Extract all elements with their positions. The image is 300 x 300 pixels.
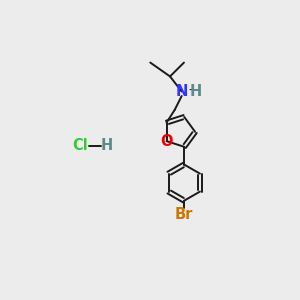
Text: Br: Br xyxy=(175,206,194,221)
Text: N: N xyxy=(176,84,188,99)
Text: H: H xyxy=(190,84,202,99)
Text: –: – xyxy=(188,84,195,98)
Text: H: H xyxy=(100,138,113,153)
Text: O: O xyxy=(160,134,172,148)
Text: Cl: Cl xyxy=(73,138,88,153)
